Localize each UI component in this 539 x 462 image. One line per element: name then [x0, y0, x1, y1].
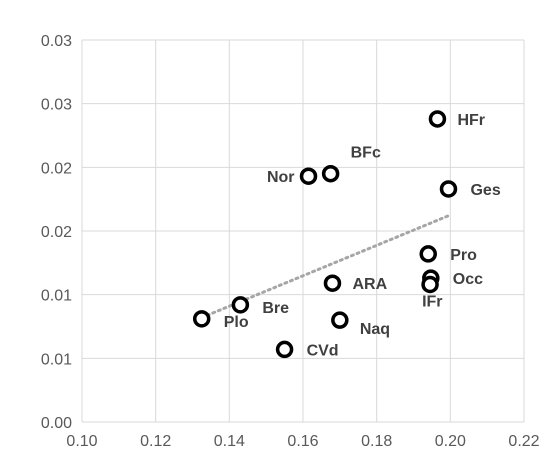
point-label-cvd: CVd [307, 342, 339, 359]
y-tick-label: 0.02 [41, 224, 72, 241]
x-tick-label: 0.18 [361, 433, 392, 450]
data-point-plo [192, 310, 211, 328]
data-point-bre [231, 296, 250, 314]
x-tick-label: 0.12 [140, 433, 171, 450]
y-tick-label: 0.02 [41, 160, 72, 177]
data-point-cvd [275, 340, 294, 359]
data-point-ifr [421, 275, 439, 294]
y-tick-label: 0.03 [41, 97, 72, 114]
x-tick-label: 0.20 [435, 433, 466, 450]
point-label-nor: Nor [267, 169, 295, 186]
point-labels: HFr BFc Nor Ges Pro Occ IFr ARA Bre Plo Naq CVd [224, 112, 501, 359]
point-label-hfr: HFr [457, 112, 485, 129]
y-tick-label: 0.00 [41, 415, 72, 432]
point-label-bfc: BFc [351, 145, 381, 162]
point-label-bre: Bre [262, 300, 289, 317]
y-tick-label: 0.01 [41, 288, 72, 305]
data-points [192, 110, 458, 359]
x-tick-label: 0.22 [508, 433, 539, 450]
point-label-pro: Pro [450, 247, 477, 264]
data-point-pro [419, 245, 437, 263]
tick-labels: 0.10 0.12 0.14 0.16 0.18 0.20 0.22 0.00 0.01 0.01… [41, 33, 539, 450]
x-tick-label: 0.14 [214, 433, 245, 450]
data-point-bfc [321, 164, 340, 183]
x-tick-label: 0.10 [66, 433, 97, 450]
y-tick-label: 0.01 [41, 351, 72, 368]
point-label-ges: Ges [470, 182, 500, 199]
gridlines [81, 39, 525, 423]
x-tick-label: 0.16 [287, 433, 318, 450]
data-point-nor [299, 167, 318, 185]
y-tick-label: 0.03 [41, 33, 72, 50]
point-label-occ: Occ [453, 271, 483, 288]
data-point-ges [439, 180, 458, 198]
point-label-plo: Plo [224, 314, 249, 331]
point-label-naq: Naq [360, 321, 390, 338]
data-point-ara [323, 274, 342, 292]
data-point-hfr [428, 110, 447, 128]
data-point-naq [331, 311, 349, 329]
point-label-ara: ARA [352, 276, 387, 293]
point-label-ifr: IFr [422, 293, 442, 310]
